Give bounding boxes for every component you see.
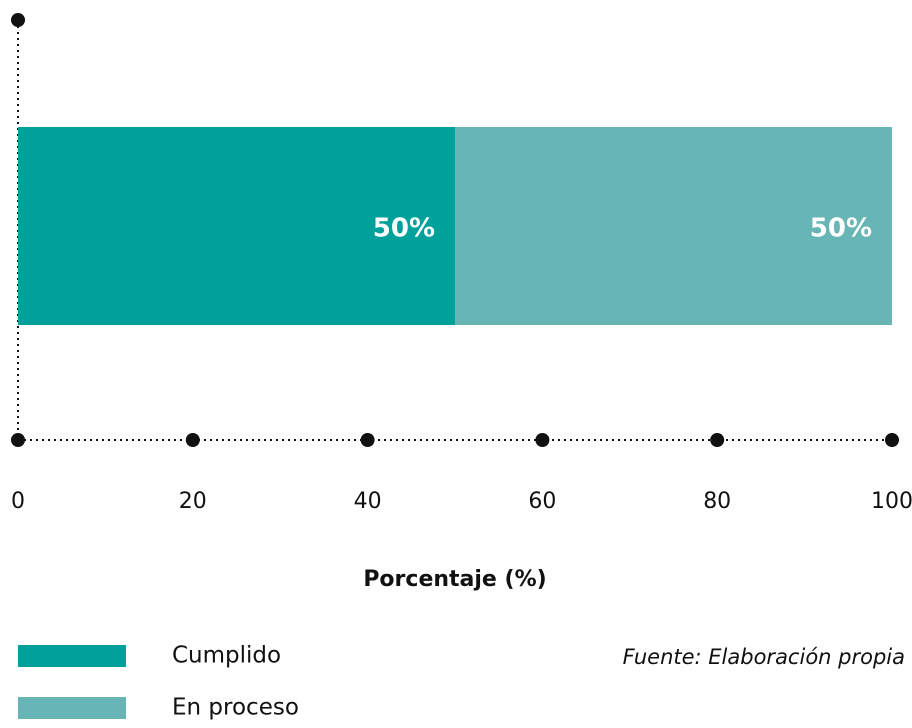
legend-swatch [18, 697, 126, 719]
x-tick-label: 60 [528, 489, 556, 514]
legend-label: Cumplido [172, 643, 281, 669]
x-tick-label: 0 [11, 489, 25, 514]
x-tick-label: 20 [179, 489, 207, 514]
x-tick-label: 80 [703, 489, 731, 514]
source: Fuente: Elaboración propia [623, 645, 905, 669]
x-tick-dot [185, 433, 200, 447]
x-axis-label: Porcentaje (%) [363, 567, 546, 592]
x-tick-dot [535, 433, 550, 447]
axis-end-dot [11, 13, 25, 27]
x-tick-label: 40 [354, 489, 382, 514]
value-label: 50% [810, 214, 872, 244]
legend-label: En proceso [172, 695, 299, 721]
x-tick-dot [11, 433, 25, 447]
bar-segment [455, 127, 892, 325]
x-tick-dot [360, 433, 375, 447]
bar-segment [18, 127, 455, 325]
legend-swatch [18, 645, 126, 667]
x-tick-label: 100 [871, 489, 912, 514]
x-tick-dot [710, 433, 725, 447]
x-tick-dot [885, 433, 899, 447]
value-label: 50% [373, 214, 435, 244]
